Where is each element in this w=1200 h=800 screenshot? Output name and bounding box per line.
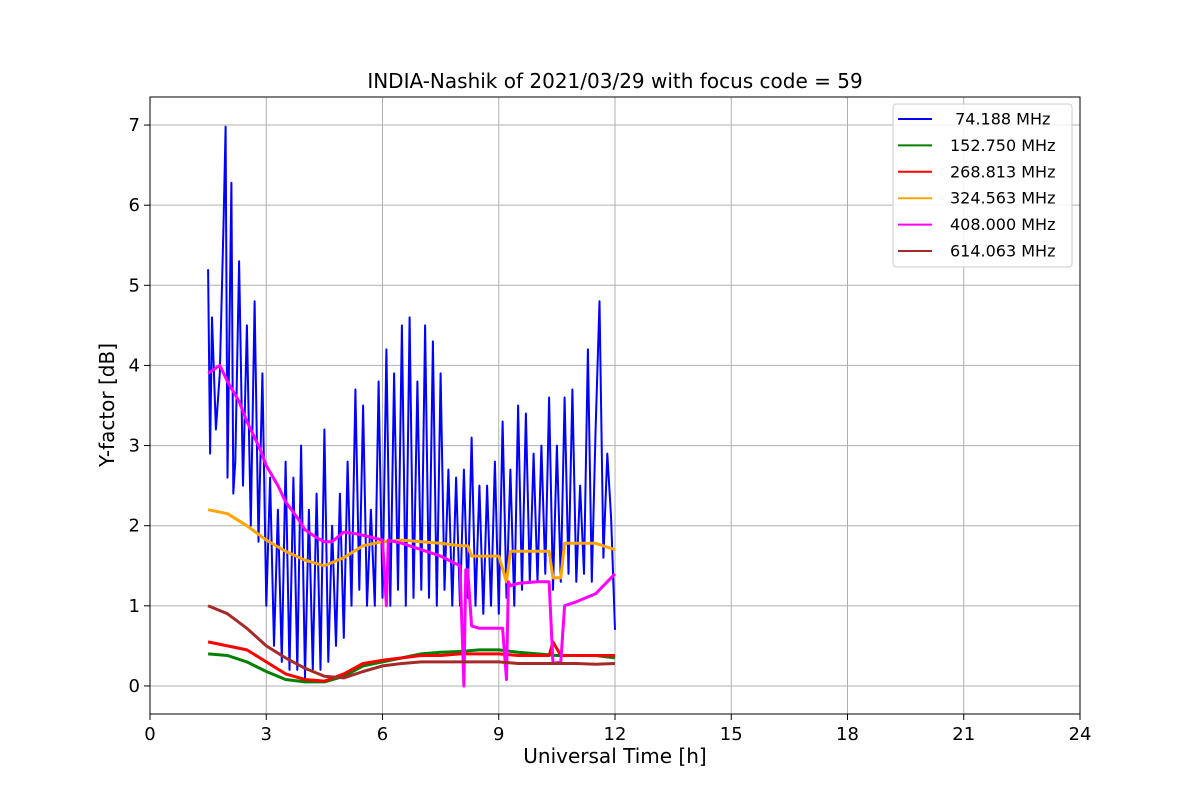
- legend-entry: 614.063 MHz: [950, 242, 1055, 261]
- x-tick-label: 18: [836, 724, 859, 745]
- x-tick-label: 6: [377, 724, 388, 745]
- y-tick-label: 2: [129, 516, 140, 537]
- x-tick-label: 3: [261, 724, 272, 745]
- series-line-4: [207, 363, 617, 688]
- series-line-0: [207, 125, 616, 679]
- y-tick-label: 7: [129, 115, 140, 136]
- x-tick-label: 15: [720, 724, 743, 745]
- legend-entry: 408.000 MHz: [950, 215, 1055, 234]
- x-tick-label: 21: [952, 724, 975, 745]
- legend-entry: 74.188 MHz: [950, 110, 1050, 129]
- legend: 74.188 MHz 152.750 MHz 268.813 MHz 324.563 …: [892, 103, 1073, 268]
- x-tick-label: 12: [604, 724, 627, 745]
- y-tick-label: 1: [129, 596, 140, 617]
- y-tick-label: 0: [129, 676, 140, 697]
- series-line-2: [207, 640, 615, 683]
- legend-entry: 324.563 MHz: [950, 189, 1055, 208]
- y-tick-label: 3: [129, 436, 140, 457]
- y-tick-label: 4: [129, 355, 140, 376]
- x-tick-label: 9: [493, 724, 504, 745]
- legend-entry: 152.750 MHz: [950, 136, 1055, 155]
- x-axis-label: Universal Time [h]: [523, 744, 706, 768]
- y-axis-ticks: 0 1 2 3 4 5 6 7: [129, 115, 150, 697]
- y-axis-label: Y-factor [dB]: [95, 343, 119, 468]
- legend-box: [892, 103, 1073, 268]
- y-tick-label: 6: [129, 195, 140, 216]
- legend-entry: 268.813 MHz: [950, 162, 1055, 181]
- x-tick-label: 0: [144, 724, 155, 745]
- x-axis-ticks: 0 3 6 9 12 15 18 21 24: [144, 714, 1091, 745]
- series-layer: [207, 125, 617, 688]
- y-tick-label: 5: [129, 275, 140, 296]
- chart-title: INDIA-Nashik of 2021/03/29 with focus co…: [367, 69, 862, 93]
- series-line-3: [207, 508, 616, 584]
- series-line-5: [207, 604, 616, 680]
- plot-area: [207, 125, 617, 688]
- x-tick-label: 24: [1069, 724, 1092, 745]
